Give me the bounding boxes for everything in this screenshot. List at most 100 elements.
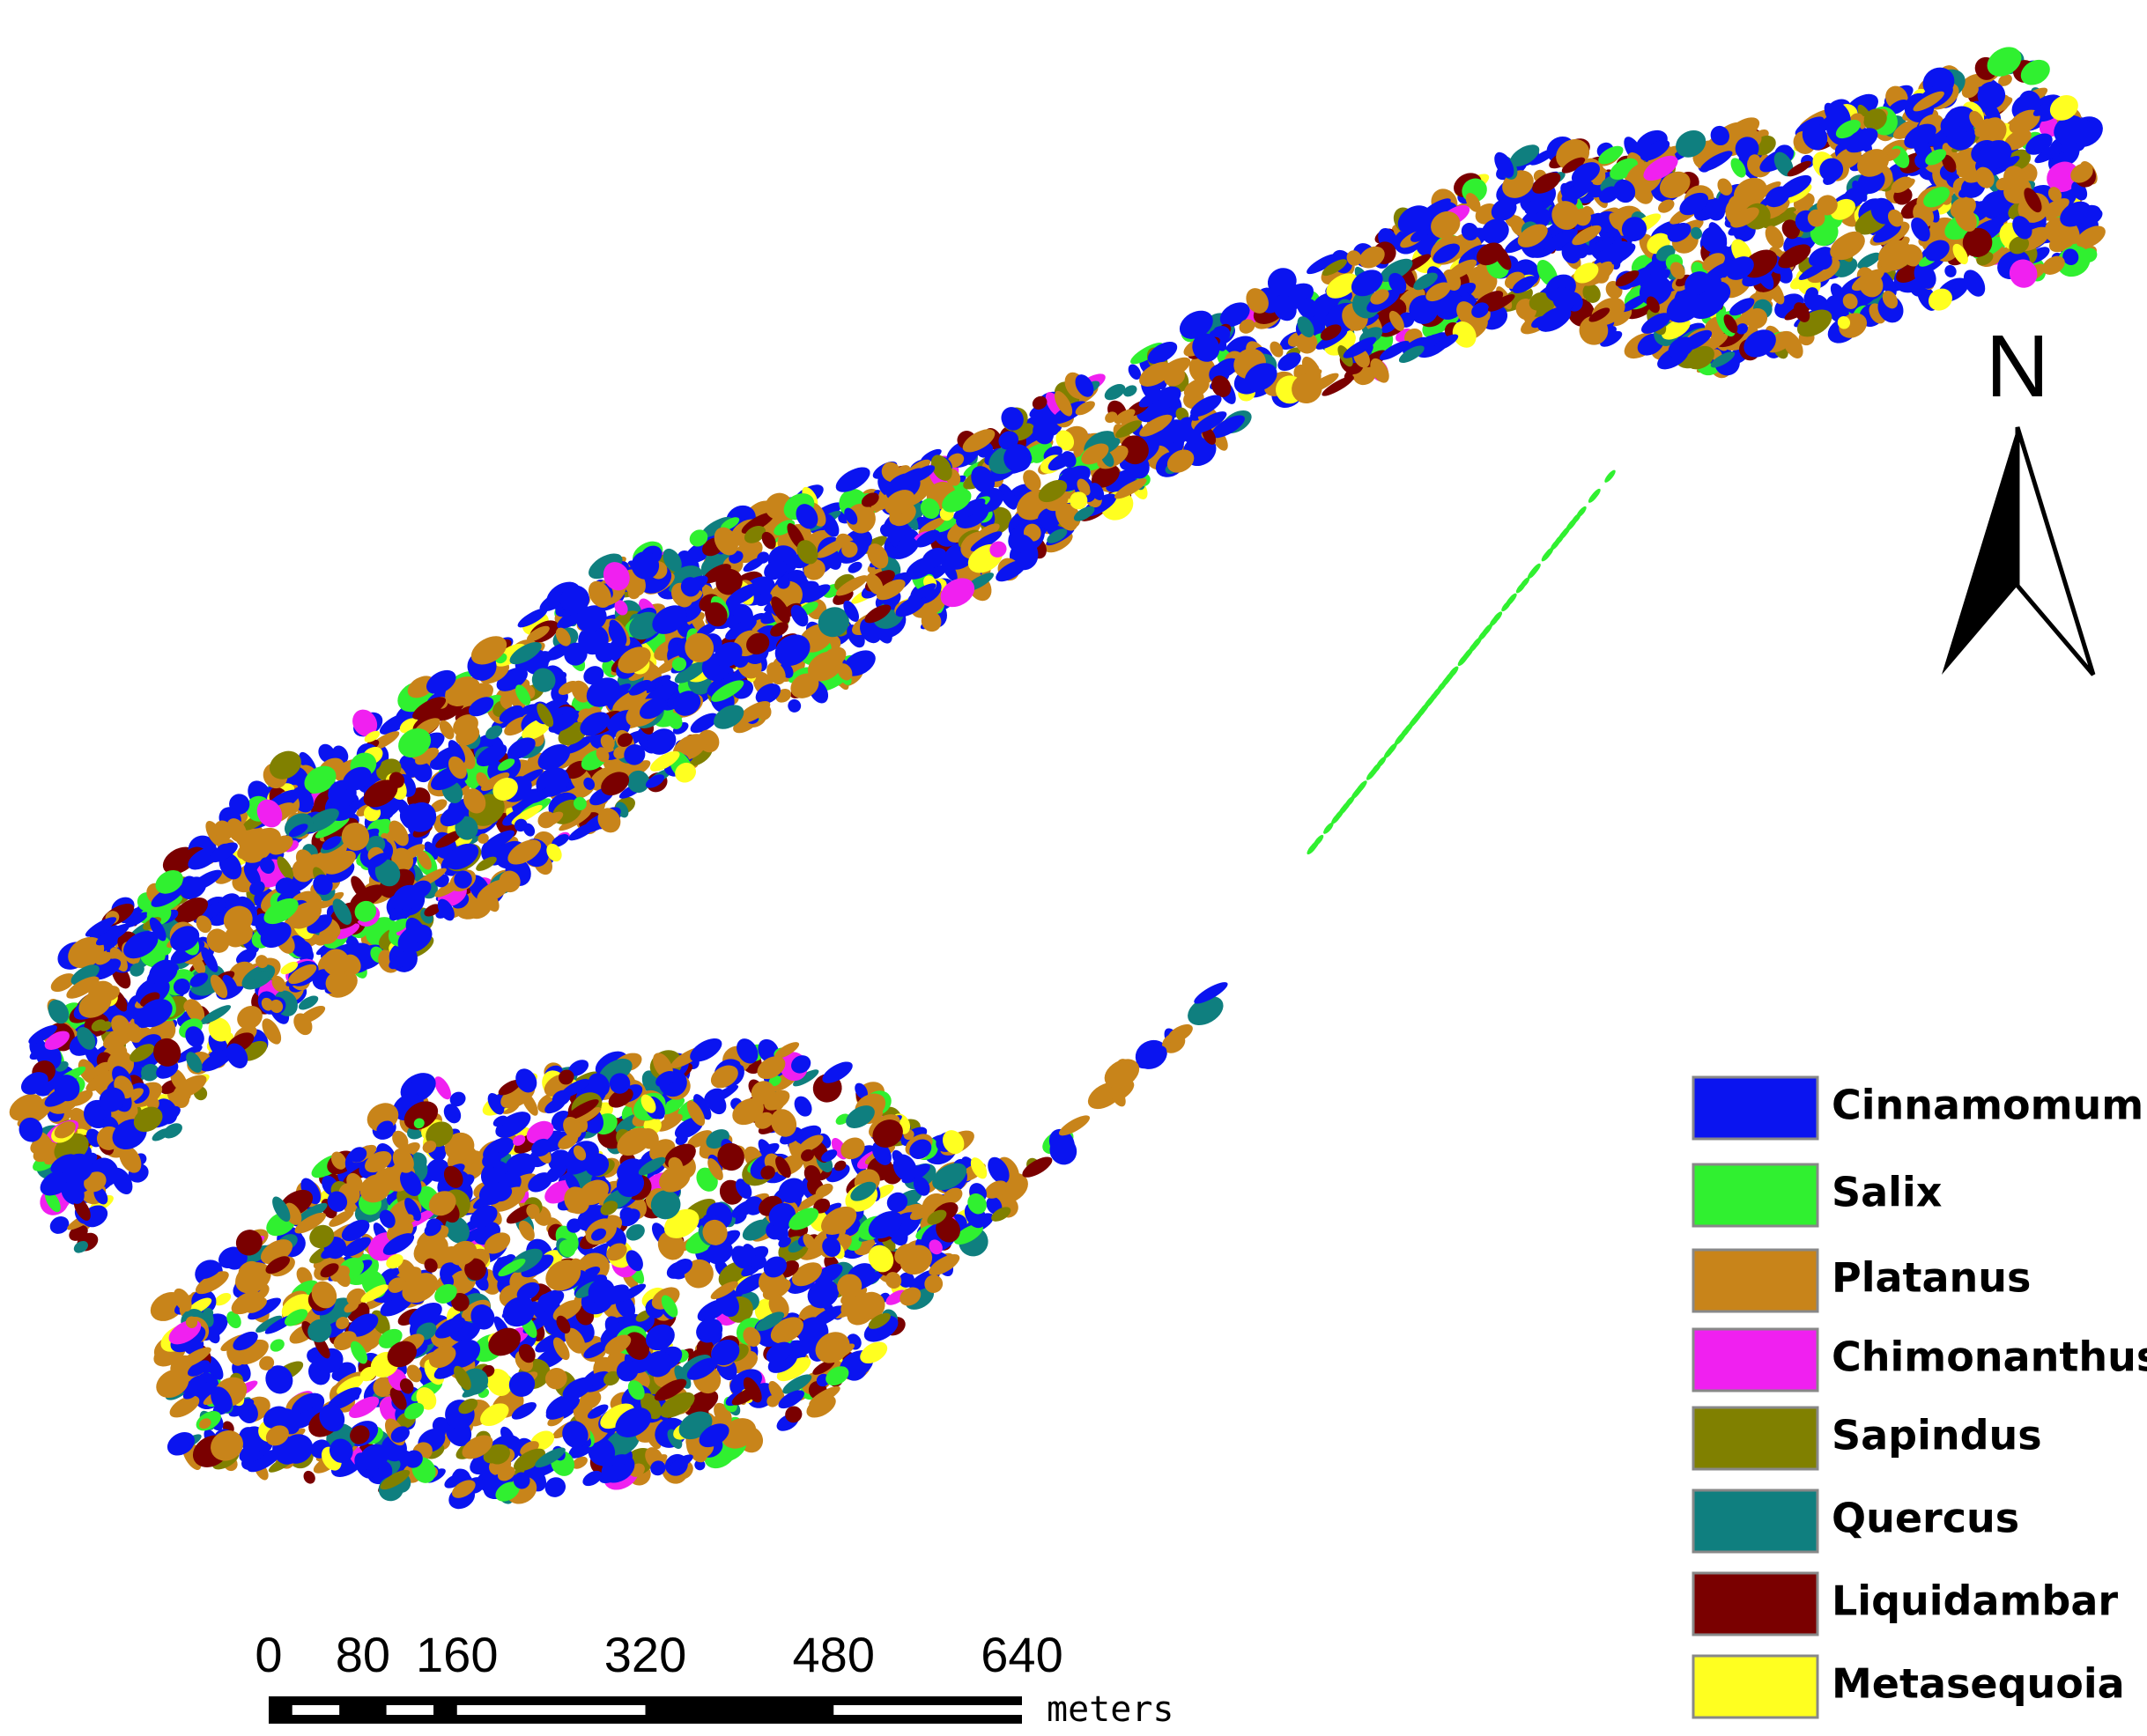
vegetation-patch [424, 841, 439, 861]
vegetation-patch [1793, 302, 1810, 322]
vegetation-patch [1998, 74, 2012, 86]
vegetation-patch [526, 625, 550, 642]
vegetation-patch [596, 747, 610, 763]
vegetation-patch [1447, 259, 1477, 280]
vegetation-patch [318, 891, 344, 909]
vegetation-patch [867, 543, 889, 569]
vegetation-patch [412, 761, 433, 783]
vegetation-patch [803, 558, 825, 580]
scale-bar-label: 320 [604, 1627, 686, 1682]
vegetation-patch [1037, 507, 1062, 530]
vegetation-patch [1600, 330, 1623, 347]
vegetation-patch [741, 512, 774, 534]
vegetation-patch [565, 735, 593, 754]
vegetation-patch [1717, 178, 1733, 196]
scale-bar-segment [292, 1705, 340, 1715]
vegetation-patch [1296, 332, 1318, 354]
vegetation-patch [998, 483, 1018, 510]
vegetation-patch [1409, 295, 1439, 324]
vegetation-patch [1524, 199, 1544, 215]
vegetation-patch [1625, 265, 1657, 288]
vegetation-patch [844, 507, 858, 525]
vegetation-patch [941, 558, 958, 582]
vegetation-patch [848, 561, 863, 573]
legend-label: Chimonanthus [1832, 1333, 2147, 1381]
vegetation-patch [1984, 210, 2016, 230]
legend-swatch [1692, 1654, 1819, 1719]
legend-label: Salix [1832, 1169, 1942, 1216]
vegetation-patch [1708, 222, 1728, 248]
vegetation-patch [1728, 195, 1747, 213]
vegetation-patch [558, 680, 578, 695]
vegetation-patch [1936, 173, 1955, 197]
vegetation-patch [1958, 187, 1971, 198]
vegetation-patch [415, 747, 440, 765]
vegetation-patch [398, 728, 432, 758]
vegetation-patch [200, 1049, 233, 1072]
vegetation-patch [689, 529, 708, 547]
vegetation-patch [223, 905, 253, 934]
vegetation-patch [389, 820, 409, 846]
vegetation-patch [222, 974, 238, 996]
vegetation-patch [49, 1216, 70, 1234]
vegetation-patch [1852, 180, 1868, 202]
vegetation-patch [463, 788, 486, 814]
vegetation-patch [1185, 378, 1210, 398]
legend-swatch [1692, 1163, 1819, 1228]
north-label: N [1986, 317, 2049, 416]
vegetation-patch [299, 941, 313, 957]
vegetation-patch [1582, 284, 1601, 303]
vegetation-patch [351, 875, 367, 899]
vegetation-patch [445, 843, 479, 870]
vegetation-patch [298, 995, 319, 1010]
vegetation-patch [1120, 435, 1149, 465]
legend-label: Sapindus [1832, 1412, 2042, 1459]
vegetation-patch [1857, 252, 1881, 270]
vegetation-patch [2076, 225, 2106, 248]
vegetation-patch [1055, 430, 1075, 451]
vegetation-patch [614, 600, 628, 616]
vegetation-patch [600, 734, 615, 750]
vegetation-patch [1787, 160, 1811, 177]
vegetation-patch [28, 1024, 57, 1045]
vegetation-patch [770, 622, 788, 637]
vegetation-patch [690, 713, 719, 734]
vegetation-patch [68, 936, 105, 969]
vegetation-patch [109, 947, 128, 972]
vegetation-patch [1122, 385, 1137, 397]
vegetation-patch [1942, 154, 1957, 173]
legend-label: Platanus [1832, 1254, 2031, 1302]
legend-label: Quercus [1832, 1495, 2019, 1542]
vegetation-patch [1982, 194, 2003, 216]
vegetation-patch [583, 777, 596, 790]
vegetation-patch [1892, 118, 1923, 139]
legend-label: Liquidambar [1832, 1577, 2118, 1625]
vegetation-patch [1491, 198, 1517, 221]
vegetation-patch [1561, 157, 1586, 174]
legend-swatch [1692, 1489, 1819, 1554]
vegetation-patch [192, 957, 206, 974]
vegetation-patch [1270, 341, 1284, 358]
vegetation-patch [481, 830, 515, 852]
vegetation-patch [318, 743, 336, 764]
vegetation-patch [180, 876, 207, 899]
vegetation-patch [1609, 212, 1623, 230]
vegetation-patch [757, 551, 770, 564]
legend-swatch [1692, 1075, 1819, 1141]
vegetation-patch [1621, 217, 1647, 241]
vegetation-patch [1878, 270, 1897, 297]
vegetation-patch [1219, 302, 1250, 327]
vegetation-patch [663, 548, 682, 573]
vegetation-patch [1106, 469, 1138, 492]
vegetation-patch [78, 1059, 98, 1084]
vegetation-patch [201, 947, 218, 972]
vegetation-patch [1987, 155, 2020, 177]
vegetation-patch [352, 709, 378, 737]
scale-bar-segment [386, 1705, 434, 1715]
vegetation-patch [1267, 268, 1297, 296]
vegetation-patch [537, 811, 556, 829]
vegetation-patch [629, 611, 661, 640]
vegetation-patch [1649, 262, 1668, 276]
vegetation-patch [299, 1005, 326, 1024]
vegetation-patch [1882, 290, 1899, 309]
